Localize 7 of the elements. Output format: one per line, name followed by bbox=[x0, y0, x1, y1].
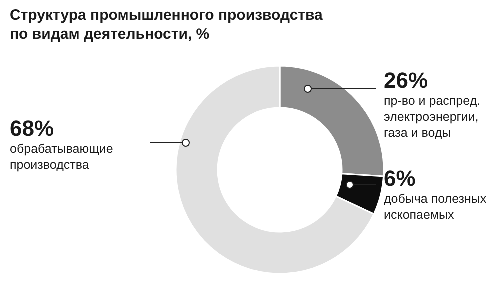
slice-label: добыча полезных ископаемых bbox=[384, 191, 488, 223]
slice-label: обрабатывающие производства bbox=[10, 141, 114, 173]
chart-title: Структура промышленного производства по видам деятельности, % bbox=[10, 6, 324, 44]
data-label: 68% bbox=[10, 116, 56, 141]
data-label: 26% bbox=[384, 68, 430, 93]
data-label: 6% bbox=[384, 166, 417, 191]
slice-label: пр-во и распред. электроэнергии, газа и воды bbox=[384, 93, 482, 141]
